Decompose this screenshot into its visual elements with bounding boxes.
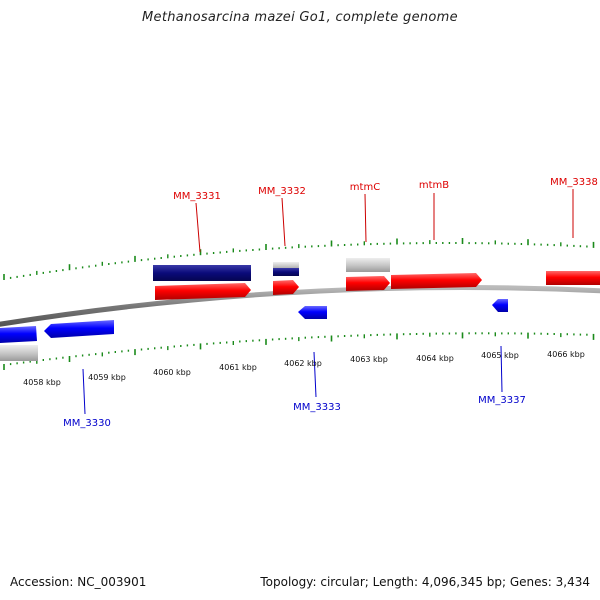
- tick-label: 4063 kbp: [350, 355, 388, 364]
- tick-label: 4065 kbp: [481, 351, 519, 360]
- feature-label[interactable]: MM_3332: [258, 186, 306, 197]
- gene-block[interactable]: [273, 268, 299, 276]
- forward-cds-track: [155, 271, 600, 300]
- forward-cds-arrow[interactable]: [391, 273, 482, 289]
- gene-block[interactable]: [153, 265, 251, 281]
- feature-label[interactable]: MM_3337: [478, 395, 526, 406]
- gene-block[interactable]: [0, 345, 38, 361]
- gene-track: [0, 258, 390, 361]
- reverse-cds-track: [0, 299, 508, 343]
- gene-block[interactable]: [273, 262, 299, 270]
- feature-label[interactable]: MM_3331: [173, 191, 221, 202]
- map-title: Methanosarcina mazei Go1, complete genom…: [142, 10, 458, 25]
- forward-cds-arrow[interactable]: [155, 283, 251, 300]
- reverse-cds-arrow[interactable]: [298, 306, 327, 319]
- feature-labels: MM_3331 MM_3332 mtmC mtmB MM_3338 MM_333…: [63, 177, 598, 429]
- forward-cds-arrow[interactable]: [546, 271, 600, 285]
- gene-block[interactable]: [346, 258, 390, 272]
- feature-label[interactable]: MM_3330: [63, 418, 111, 429]
- tick-label: 4062 kbp: [284, 359, 322, 368]
- reverse-cds-arrow[interactable]: [492, 299, 508, 312]
- genome-backbone: [0, 284, 600, 327]
- outer-tick-ring: [3, 238, 595, 280]
- feature-label[interactable]: mtmB: [419, 180, 449, 191]
- feature-label[interactable]: MM_3333: [293, 402, 341, 413]
- genome-summary: Topology: circular; Length: 4,096,345 bp…: [260, 575, 590, 589]
- tick-label: 4058 kbp: [23, 378, 61, 387]
- tick-label: 4059 kbp: [88, 373, 126, 382]
- feature-label[interactable]: mtmC: [350, 182, 380, 193]
- tick-label: 4064 kbp: [416, 354, 454, 363]
- forward-cds-arrow[interactable]: [273, 280, 299, 295]
- inner-tick-ring: [3, 332, 595, 370]
- tick-label: 4066 kbp: [547, 350, 585, 359]
- reverse-cds-arrow[interactable]: [44, 320, 114, 338]
- tick-label: 4060 kbp: [153, 368, 191, 377]
- forward-cds-arrow[interactable]: [346, 276, 390, 291]
- feature-label[interactable]: MM_3338: [550, 177, 598, 188]
- label-leaders: [82, 189, 574, 415]
- accession-label: Accession: NC_003901: [10, 575, 147, 589]
- tick-label: 4061 kbp: [219, 363, 257, 372]
- kbp-labels: 4058 kbp 4059 kbp 4060 kbp 4061 kbp 4062…: [23, 350, 585, 387]
- reverse-cds-arrow[interactable]: [0, 326, 37, 343]
